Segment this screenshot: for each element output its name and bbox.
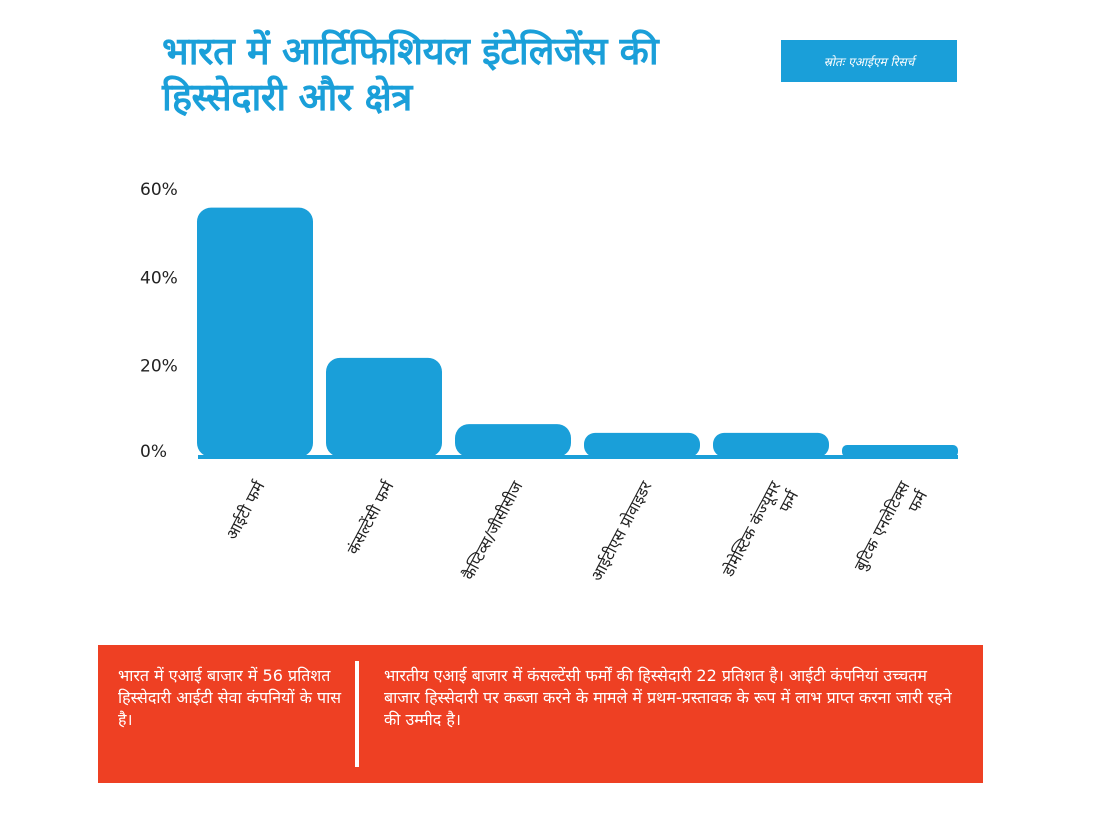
x-tick-label: आईटीएस प्रोवाइडर <box>587 478 656 585</box>
bar <box>455 424 571 457</box>
x-axis-ticks: आईटी फर्म कंसल्टेंसी फर्म कैप्टिव्स/जीसीसी… <box>222 477 932 585</box>
x-tick-label-line: कैप्टिव्स/जीसीसीज <box>459 477 527 583</box>
bar <box>326 357 442 457</box>
x-tick-label: कंसल्टेंसी फर्म <box>343 477 398 558</box>
bar <box>842 445 958 457</box>
x-tick-label: कैप्टिव्स/जीसीसीज <box>459 477 527 583</box>
info-right-text: भारतीय एआई बाजार में कंसल्टेंसी फर्मों क… <box>384 666 952 729</box>
bar <box>197 207 313 457</box>
chart-title-line1: भारत में आर्टिफिशियल इंटेलिजेंस की <box>162 29 659 73</box>
y-tick-label: 60% <box>140 180 178 200</box>
x-tick-label-line: कंसल्टेंसी फर्म <box>343 477 398 558</box>
info-divider <box>355 661 359 767</box>
bar <box>584 432 700 457</box>
x-tick-label-line: आईटी फर्म <box>222 477 269 543</box>
y-axis-ticks: 0% 20% 40% 60% <box>140 180 178 462</box>
x-tick-label: बुटिक एनलेटिक्सफर्म <box>850 477 931 575</box>
x-tick-label-line: बुटिक एनलेटिक्स <box>850 477 915 575</box>
bars <box>197 207 958 457</box>
info-left-text: भारत में एआई बाजार में 56 प्रतिशत हिस्से… <box>118 666 342 729</box>
y-tick-label: 40% <box>140 268 178 288</box>
source-badge: स्रोतः एआईएम रिसर्च <box>781 40 957 82</box>
x-tick-label-line: डोमेस्टिक कंज्यूमर <box>718 478 786 581</box>
info-panel: भारत में एआई बाजार में 56 प्रतिशत हिस्से… <box>98 645 983 783</box>
bar-chart: 0% 20% 40% 60% आईटी फर्म कंसल्टेंसी फर्म कैप्… <box>140 180 958 585</box>
y-tick-label: 20% <box>140 357 178 377</box>
x-tick-label-line: आईटीएस प्रोवाइडर <box>587 478 656 585</box>
y-tick-label: 0% <box>140 442 167 462</box>
chart-title-line2: हिस्सेदारी और क्षेत्र <box>162 75 412 119</box>
x-tick-label: आईटी फर्म <box>222 477 269 543</box>
chart-title: भारत में आर्टिफिशियल इंटेलिजेंस की हिस्स… <box>162 28 762 120</box>
bar <box>713 432 829 457</box>
